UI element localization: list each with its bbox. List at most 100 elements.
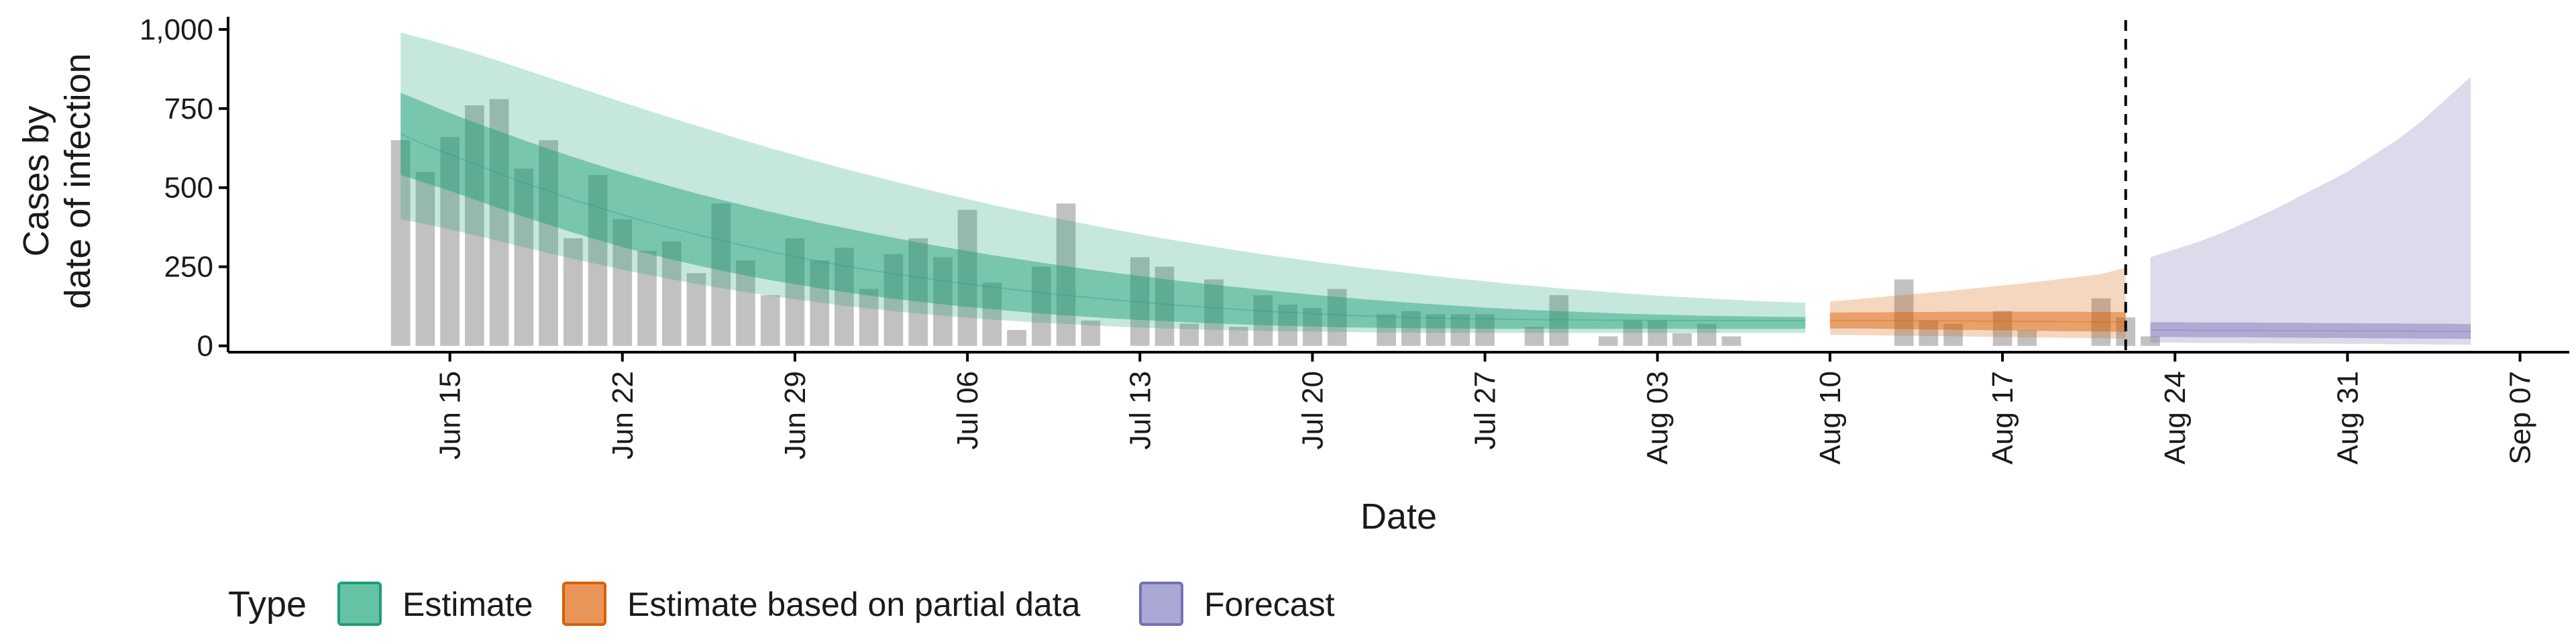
x-tick-label: Aug 24 bbox=[2159, 371, 2192, 464]
legend-label: Forecast bbox=[1204, 586, 1335, 623]
observed-bar bbox=[835, 248, 854, 346]
observed-bar bbox=[1450, 314, 1470, 346]
forecast-inner-band bbox=[2150, 322, 2471, 339]
observed-bar bbox=[415, 172, 435, 346]
observed-bar bbox=[1228, 327, 1248, 346]
observed-bar bbox=[810, 260, 830, 346]
observed-bar bbox=[1919, 320, 1939, 346]
observed-bar bbox=[1697, 323, 1717, 346]
x-tick-label: Jul 13 bbox=[1124, 371, 1157, 449]
x-tick-label: Aug 03 bbox=[1642, 371, 1674, 464]
x-tick-label: Aug 31 bbox=[2331, 371, 2364, 464]
observed-bar bbox=[1278, 305, 1298, 346]
legend-swatch bbox=[1139, 582, 1183, 626]
partial-inner-band bbox=[1829, 311, 2126, 332]
observed-bar bbox=[2141, 336, 2160, 346]
y-tick-label: 500 bbox=[164, 172, 213, 205]
observed-bar bbox=[908, 238, 928, 346]
observed-bar bbox=[1524, 327, 1544, 346]
x-tick-label: Jul 27 bbox=[1469, 371, 1502, 449]
observed-bar bbox=[1303, 307, 1322, 346]
observed-bar bbox=[982, 282, 1002, 346]
legend-label: Estimate based on partial data bbox=[627, 586, 1081, 623]
observed-bar bbox=[1327, 288, 1347, 346]
observed-bar bbox=[1179, 323, 1199, 346]
observed-bar bbox=[465, 105, 484, 346]
observed-bar bbox=[2017, 329, 2037, 346]
observed-bar bbox=[1598, 336, 1618, 346]
observed-bar bbox=[736, 260, 755, 346]
observed-bar bbox=[785, 238, 805, 346]
observed-bar bbox=[612, 219, 633, 346]
x-tick-label: Jun 29 bbox=[779, 371, 812, 460]
estimate-outer-band bbox=[400, 32, 1806, 333]
observed-bar bbox=[1031, 266, 1051, 346]
forecast-median-band bbox=[2150, 329, 2471, 332]
observed-bar bbox=[588, 174, 608, 346]
y-axis-title-line: date of infection bbox=[58, 53, 98, 309]
observed-bar bbox=[1623, 320, 1643, 346]
observed-bar bbox=[1253, 295, 1273, 346]
observed-bar bbox=[1155, 266, 1175, 346]
observed-bar bbox=[514, 168, 534, 346]
observed-bar bbox=[1426, 314, 1446, 346]
x-tick-label: Jun 22 bbox=[606, 371, 639, 460]
observed-bar bbox=[859, 288, 879, 346]
y-tick-label: 250 bbox=[164, 251, 213, 284]
y-tick-label: 750 bbox=[164, 93, 213, 125]
legend: Type Estimate Estimate based on partial da… bbox=[228, 582, 1335, 626]
observed-bar bbox=[1894, 279, 1914, 346]
observed-bar bbox=[1943, 323, 1963, 346]
observed-bar bbox=[957, 209, 977, 346]
observed-bar bbox=[760, 295, 780, 346]
x-tick-label: Aug 10 bbox=[1814, 371, 1847, 464]
observed-bar bbox=[539, 140, 558, 346]
partial-median-band bbox=[1829, 319, 2126, 323]
observed-bar bbox=[489, 99, 509, 346]
observed-bar bbox=[1401, 311, 1421, 346]
estimate-bands-layer bbox=[400, 32, 2471, 345]
legend-swatch bbox=[562, 582, 606, 626]
x-tick-label: Jul 20 bbox=[1296, 371, 1329, 449]
x-tick-label: Sep 07 bbox=[2504, 371, 2537, 464]
observed-bar bbox=[1549, 295, 1569, 346]
observed-bar bbox=[711, 203, 731, 346]
observed-bars-layer bbox=[390, 99, 2160, 346]
observed-bar bbox=[1204, 279, 1224, 346]
observed-bar bbox=[1721, 336, 1741, 346]
observed-bar bbox=[1130, 257, 1150, 346]
x-axis-title: Date bbox=[1360, 496, 1437, 537]
observed-bar bbox=[661, 241, 682, 346]
observed-bar bbox=[1007, 329, 1026, 346]
legend-title: Type bbox=[228, 584, 307, 625]
observed-bar bbox=[1648, 320, 1668, 346]
observed-bar bbox=[1377, 314, 1396, 346]
observed-bar bbox=[390, 140, 411, 346]
x-tick-label: Jun 15 bbox=[434, 371, 467, 460]
estimate-inner-band bbox=[400, 93, 1806, 329]
observed-bar bbox=[686, 273, 706, 346]
observed-bar bbox=[563, 238, 583, 346]
forecast-outer-band bbox=[2150, 76, 2471, 345]
observed-bar bbox=[440, 137, 460, 346]
observed-bar bbox=[2091, 298, 2111, 346]
observed-bar bbox=[1081, 320, 1101, 346]
observed-bar bbox=[1672, 333, 1692, 346]
legend-label: Estimate bbox=[402, 586, 533, 623]
x-tick-label: Jul 06 bbox=[951, 371, 984, 449]
y-tick-label: 1,000 bbox=[140, 13, 213, 46]
partial-outer-band bbox=[1829, 268, 2126, 339]
observed-bar bbox=[637, 251, 657, 346]
y-axis-title-line: Cases by bbox=[16, 105, 56, 256]
y-tick-label: 0 bbox=[197, 330, 213, 363]
x-tick-label: Aug 17 bbox=[1986, 371, 2019, 464]
legend-swatch bbox=[337, 582, 382, 626]
observed-bar bbox=[1475, 314, 1495, 346]
observed-bar bbox=[933, 257, 953, 346]
axes-layer: 0 250 500 750 1,000 Jun 15 Jun 22 Jun 29 Jul 06 J… bbox=[16, 13, 2569, 537]
observed-bar bbox=[1992, 311, 2012, 346]
observed-bar bbox=[883, 254, 904, 346]
observed-bar bbox=[1056, 203, 1076, 346]
